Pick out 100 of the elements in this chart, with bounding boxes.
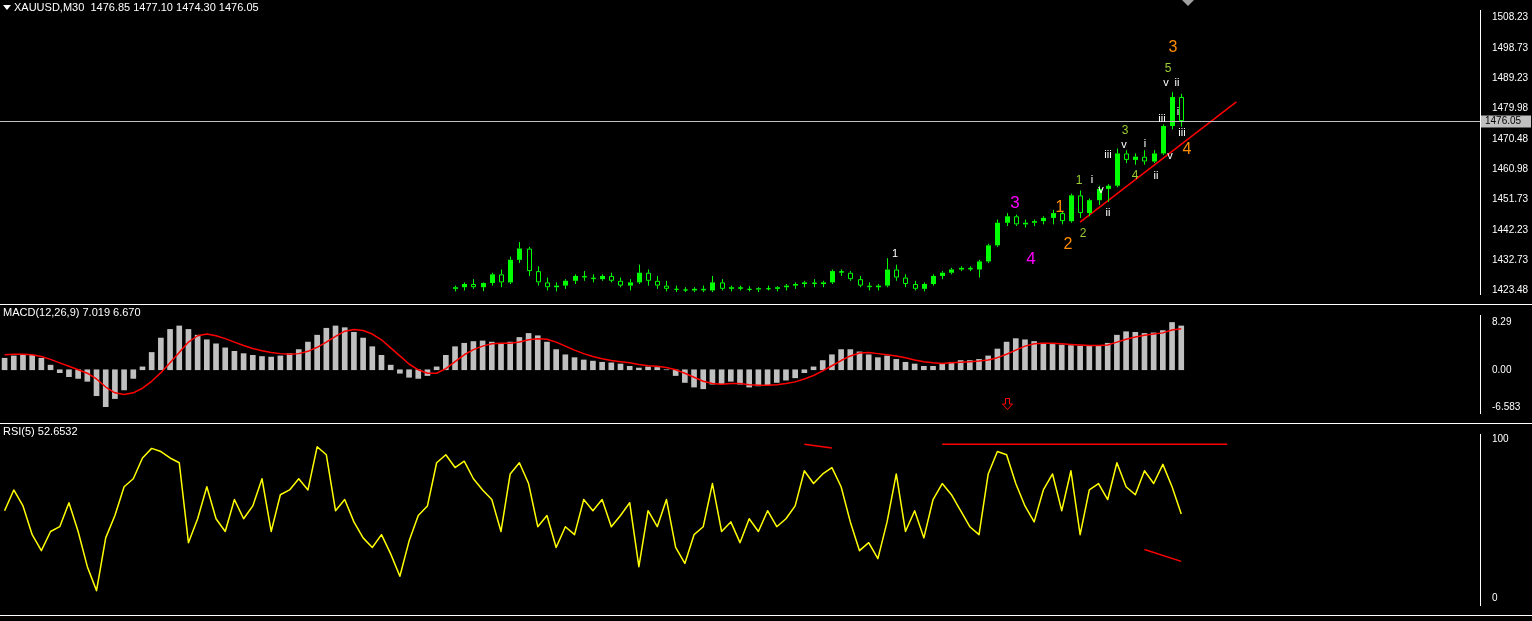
annotation: 1 — [891, 247, 899, 260]
y-tick-label: 1451.73 — [1492, 193, 1529, 205]
candlestick — [968, 265, 973, 272]
candlestick — [848, 270, 853, 282]
annotation: 3 — [1168, 38, 1178, 56]
bar — [498, 342, 504, 371]
annotation: 1 — [1075, 173, 1083, 188]
bar — [102, 369, 109, 407]
bar — [590, 360, 596, 371]
candlestick — [1005, 212, 1010, 227]
candlestick — [490, 272, 495, 287]
candlestick — [1051, 209, 1056, 225]
y-tick-label: 1442.23 — [1492, 223, 1529, 235]
annotation: 4 — [1182, 140, 1192, 158]
bar — [819, 360, 826, 371]
bar — [406, 369, 412, 378]
bar — [921, 365, 927, 371]
y-tick-label: 1470.48 — [1492, 132, 1529, 144]
annotation: 3 — [1010, 192, 1020, 212]
annotation: 3 — [1121, 123, 1129, 138]
candlestick — [793, 281, 798, 290]
y-tick-label: -6.583 — [1492, 401, 1521, 413]
candlestick — [591, 273, 596, 283]
bar — [1132, 331, 1139, 371]
y-tick-label: 1423.48 — [1492, 284, 1529, 296]
annotation: i — [1090, 173, 1094, 186]
bar — [626, 365, 633, 371]
bar — [130, 369, 137, 379]
candlestick — [977, 259, 982, 279]
ref-line-label: 1476.05 — [1485, 115, 1522, 127]
bar — [1012, 338, 1019, 371]
candlestick — [1041, 215, 1046, 225]
bar — [865, 354, 872, 371]
y-tick-label: 0.00 — [1492, 363, 1512, 375]
bar — [249, 355, 256, 371]
bar — [314, 334, 320, 371]
bar — [268, 356, 275, 371]
bar — [167, 329, 173, 371]
bar — [783, 369, 789, 381]
candlestick — [471, 278, 476, 290]
candlestick — [637, 264, 642, 285]
bar — [700, 369, 707, 390]
candlestick — [563, 278, 568, 290]
bar — [29, 355, 35, 371]
bar — [1022, 339, 1028, 371]
chart-title: XAUUSD,M30 1476.85 1477.10 1474.30 1476.05 — [14, 1, 259, 14]
candlestick — [922, 281, 927, 292]
bar — [121, 369, 127, 391]
bar — [259, 356, 265, 371]
candlestick — [903, 273, 908, 288]
bar — [746, 369, 753, 388]
bar — [985, 355, 992, 371]
annotation: 5 — [1164, 61, 1172, 76]
bar — [158, 337, 164, 371]
y-tick-label: 1508.23 — [1492, 11, 1529, 23]
bar — [222, 347, 229, 371]
y-tick-label: 1432.73 — [1492, 254, 1529, 266]
bar — [369, 346, 376, 371]
chart-title: RSI(5) 52.6532 — [3, 425, 78, 438]
bar — [875, 357, 881, 371]
annotation: 2 — [1079, 226, 1087, 241]
bar — [204, 339, 210, 371]
bar — [571, 357, 578, 371]
candlestick — [1170, 91, 1175, 130]
candlestick — [582, 270, 587, 282]
annotation: iii — [1104, 148, 1112, 161]
bar — [608, 362, 615, 371]
bar — [112, 369, 118, 399]
annotation: 1 — [1055, 198, 1065, 216]
bar — [562, 354, 569, 371]
candlestick — [949, 267, 954, 275]
bar — [847, 349, 854, 371]
candlestick — [1069, 193, 1074, 224]
bar — [1169, 322, 1175, 371]
chart-title: MACD(12,26,9) 7.019 6.670 — [3, 306, 141, 319]
bar — [1086, 345, 1093, 371]
y-tick-label: 100 — [1492, 432, 1510, 444]
annotation: ii — [1174, 76, 1180, 89]
y-tick-label: 8.29 — [1492, 315, 1512, 327]
annotation: 4 — [1131, 168, 1139, 183]
annotation: i — [1143, 137, 1147, 150]
y-tick-label: 0 — [1492, 592, 1498, 604]
y-tick-label: 1460.98 — [1492, 163, 1529, 175]
bar — [930, 365, 936, 371]
bar — [20, 354, 26, 371]
candlestick — [931, 273, 936, 287]
bar — [351, 331, 357, 371]
annotation: v — [1163, 76, 1170, 89]
candlestick — [600, 273, 605, 282]
bar — [397, 369, 403, 374]
bar — [727, 369, 734, 382]
candlestick — [885, 257, 890, 288]
bar — [1178, 325, 1185, 371]
y-tick-label: 1479.98 — [1492, 102, 1529, 114]
bar — [387, 364, 394, 371]
candlestick — [812, 278, 817, 288]
annotation: iii — [1178, 126, 1186, 139]
bar — [1114, 334, 1120, 371]
bar — [360, 337, 366, 371]
candlestick — [646, 269, 651, 287]
